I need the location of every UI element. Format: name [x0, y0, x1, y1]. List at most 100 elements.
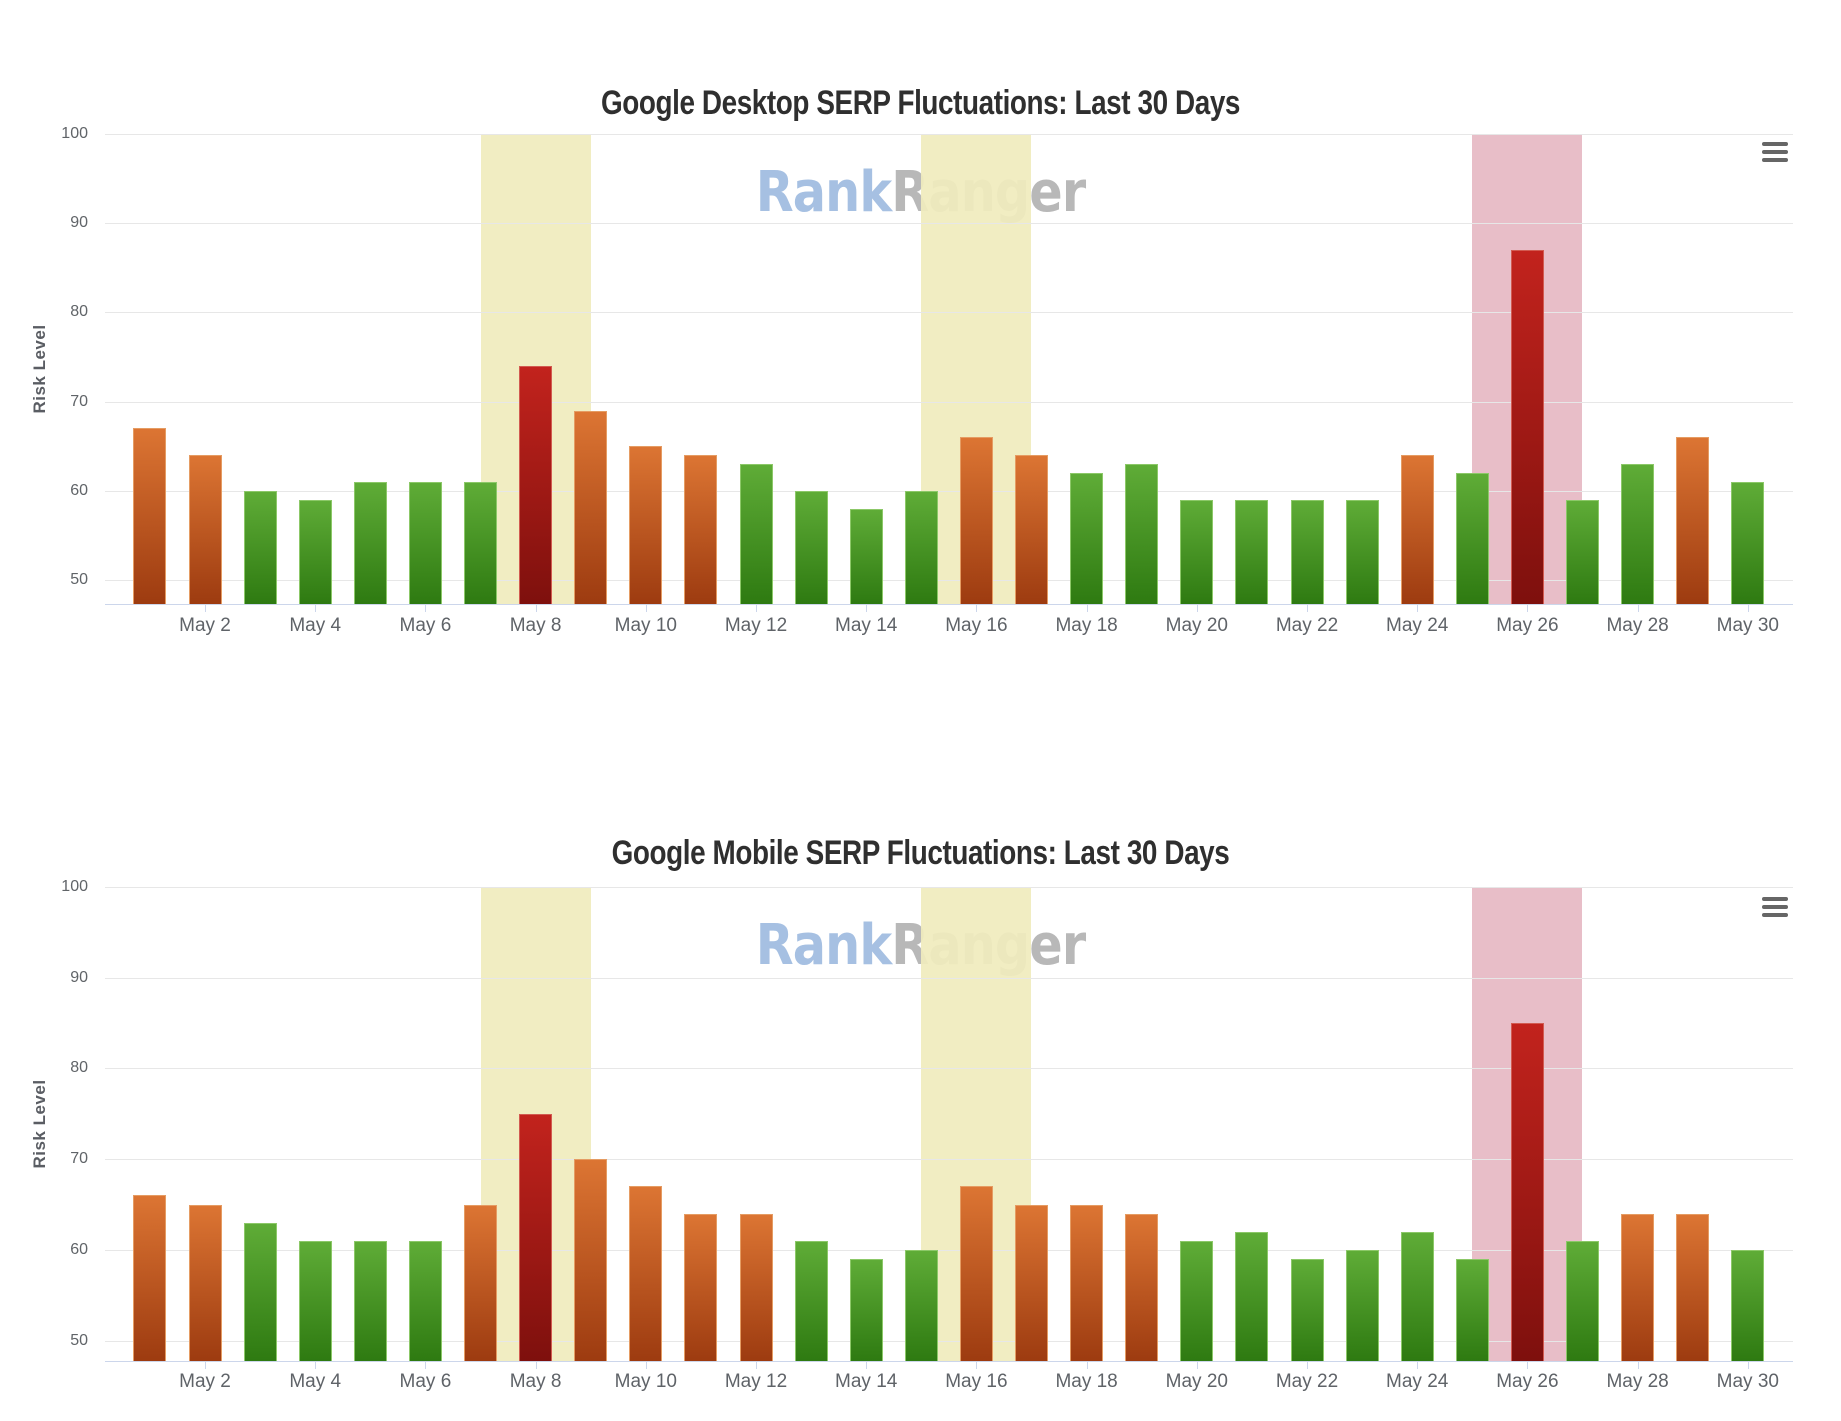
bar-may-6[interactable]	[408, 1240, 442, 1361]
bar-may-15[interactable]	[904, 1249, 938, 1361]
y-axis-label: 100	[61, 125, 88, 142]
watermark-rank-text: Rank	[755, 913, 892, 978]
bar-may-20[interactable]	[1180, 499, 1214, 604]
bar-may-29[interactable]	[1676, 1213, 1710, 1361]
bar-may-3[interactable]	[243, 1222, 277, 1361]
bar-may-20[interactable]	[1180, 1240, 1214, 1361]
axis-tick	[535, 1362, 537, 1369]
bar-may-4[interactable]	[298, 1240, 332, 1361]
bar-may-6[interactable]	[408, 481, 442, 604]
bar-may-30[interactable]	[1731, 1249, 1765, 1361]
bar-may-26[interactable]	[1510, 1023, 1544, 1361]
bar-may-11[interactable]	[684, 455, 718, 604]
x-axis-label: May 20	[1165, 615, 1228, 636]
bar-may-5[interactable]	[353, 1240, 387, 1361]
bar-may-24[interactable]	[1400, 455, 1434, 604]
bar-may-27[interactable]	[1566, 1240, 1599, 1361]
x-axis-label: May 18	[1055, 1371, 1118, 1392]
bar-may-1[interactable]	[133, 428, 167, 604]
bar-may-29[interactable]	[1676, 437, 1710, 604]
x-axis-label: May 22	[1275, 1371, 1339, 1392]
x-axis-label: May 26	[1496, 1371, 1559, 1392]
hamburger-icon[interactable]	[1762, 897, 1788, 921]
axis-tick	[645, 605, 647, 612]
bar-may-16[interactable]	[959, 1186, 993, 1361]
gridline	[105, 580, 1793, 581]
bar-may-8[interactable]	[519, 1113, 553, 1362]
hamburger-icon[interactable]	[1762, 142, 1788, 166]
bar-may-8[interactable]	[519, 365, 553, 604]
bar-may-15[interactable]	[904, 490, 938, 604]
x-axis-label: May 10	[614, 1371, 677, 1392]
bar-may-12[interactable]	[739, 464, 773, 604]
bar-may-10[interactable]	[629, 446, 663, 604]
bar-may-26[interactable]	[1510, 250, 1544, 604]
bar-may-9[interactable]	[574, 1159, 608, 1361]
bar-may-28[interactable]	[1621, 464, 1655, 604]
x-axis-label: May 20	[1165, 1371, 1228, 1392]
bar-may-17[interactable]	[1015, 455, 1048, 604]
y-axis-label: 90	[70, 968, 88, 986]
y-axis-label: 90	[70, 214, 88, 232]
bar-may-22[interactable]	[1290, 1258, 1324, 1361]
bar-may-23[interactable]	[1345, 1249, 1379, 1361]
bar-may-21[interactable]	[1235, 499, 1269, 604]
bar-may-13[interactable]	[794, 490, 828, 604]
bar-may-14[interactable]	[849, 1258, 883, 1361]
axis-tick	[1417, 605, 1419, 612]
bar-may-9[interactable]	[574, 410, 608, 604]
bar-may-23[interactable]	[1345, 499, 1379, 604]
axis-tick	[205, 605, 206, 612]
bar-may-27[interactable]	[1566, 499, 1599, 604]
y-axis-label: 50	[70, 1331, 88, 1349]
bar-may-21[interactable]	[1235, 1231, 1269, 1361]
bar-may-24[interactable]	[1400, 1231, 1434, 1361]
axis-tick	[976, 1362, 978, 1369]
bar-may-2[interactable]	[188, 1204, 222, 1361]
axis-tick	[535, 605, 537, 612]
x-axis-label: May 22	[1275, 615, 1339, 636]
x-axis-label: May 4	[289, 1371, 342, 1392]
bar-may-13[interactable]	[794, 1240, 828, 1361]
bar-may-14[interactable]	[849, 508, 883, 604]
x-axis-label: May 6	[399, 1371, 452, 1392]
bar-may-18[interactable]	[1070, 1204, 1104, 1361]
x-axis-label: May 14	[835, 1371, 898, 1392]
chart-title: Google Desktop SERP Fluctuations: Last 3…	[600, 84, 1241, 122]
bar-may-25[interactable]	[1455, 1258, 1489, 1361]
gridline	[105, 134, 1793, 135]
y-axis-label: 80	[70, 1059, 88, 1077]
bar-may-30[interactable]	[1731, 481, 1765, 604]
bar-may-25[interactable]	[1455, 473, 1489, 604]
bar-may-10[interactable]	[629, 1186, 663, 1361]
axis-tick	[1747, 605, 1749, 612]
bar-may-28[interactable]	[1621, 1213, 1655, 1361]
bar-may-12[interactable]	[739, 1213, 773, 1361]
gridline	[105, 401, 1793, 403]
x-axis-label: May 28	[1606, 1371, 1669, 1392]
axis-tick	[425, 1362, 427, 1369]
bar-may-18[interactable]	[1070, 473, 1104, 604]
bar-may-3[interactable]	[243, 490, 277, 604]
bar-may-11[interactable]	[684, 1213, 718, 1361]
bar-may-16[interactable]	[959, 437, 993, 604]
axis-tick	[866, 1362, 868, 1369]
bar-may-4[interactable]	[298, 499, 332, 604]
gridline	[105, 1340, 1793, 1342]
bar-may-7[interactable]	[464, 1204, 497, 1361]
x-axis-label: May 16	[945, 1371, 1008, 1392]
x-axis-label: May 14	[835, 615, 898, 636]
bar-may-5[interactable]	[353, 481, 387, 604]
bar-may-7[interactable]	[464, 481, 497, 604]
gridline	[105, 977, 1793, 979]
bar-may-1[interactable]	[133, 1195, 167, 1361]
bar-may-22[interactable]	[1290, 499, 1324, 604]
bar-may-2[interactable]	[188, 455, 222, 604]
axis-tick	[1747, 1362, 1749, 1369]
bar-may-17[interactable]	[1015, 1204, 1048, 1361]
axis-tick	[1417, 1362, 1419, 1369]
bar-may-19[interactable]	[1125, 1213, 1159, 1361]
axis-tick	[1196, 1362, 1198, 1369]
bar-may-19[interactable]	[1125, 464, 1159, 604]
axis-tick	[315, 605, 317, 612]
